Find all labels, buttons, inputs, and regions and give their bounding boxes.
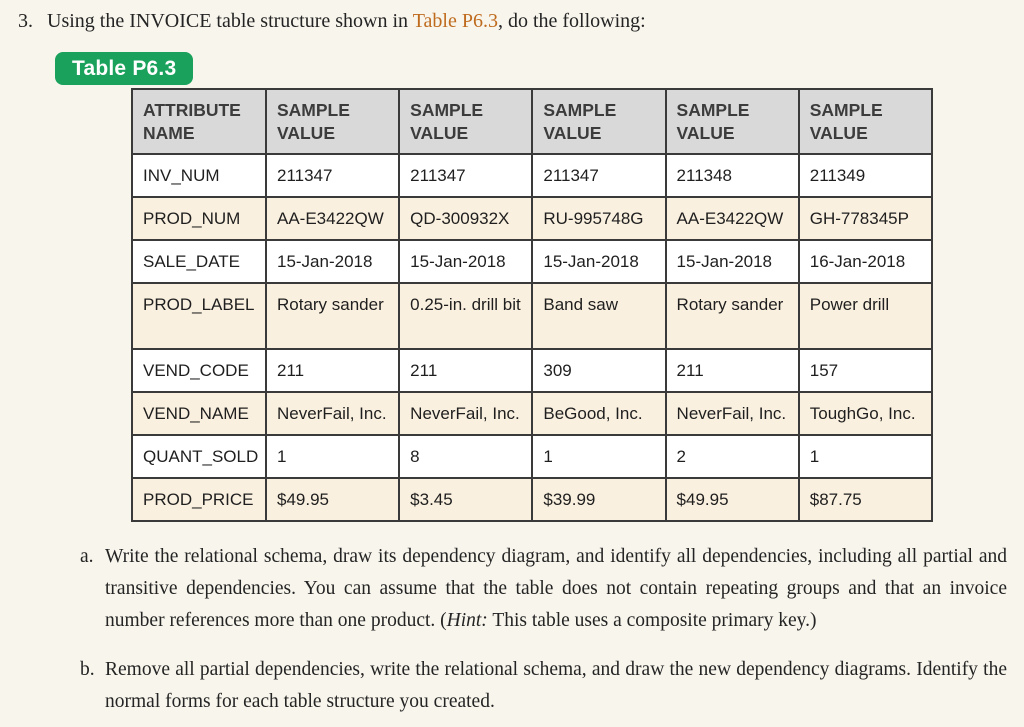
- table-row-inv-num: INV_NUM 211347 211347 211347 211348 2113…: [131, 153, 934, 198]
- attribute-name-cell: PROD_NUM: [131, 196, 267, 241]
- subquestion-list: a. Write the relational schema, draw its…: [80, 541, 1007, 718]
- sample-value-cell: 211: [664, 348, 800, 393]
- sample-value-cell: NeverFail, Inc.: [398, 391, 534, 436]
- sample-value-cell: 211349: [797, 153, 934, 198]
- subquestion-b-label: b.: [80, 659, 95, 680]
- table-row-prod-num: PROD_NUM AA-E3422QW QD-300932X RU-995748…: [131, 196, 934, 241]
- attribute-name-cell: VEND_CODE: [131, 348, 267, 393]
- header-cell-sample-value: SAMPLE VALUE: [797, 88, 934, 155]
- table-row-vend-name: VEND_NAME NeverFail, Inc. NeverFail, Inc…: [131, 391, 934, 436]
- sample-value-cell: 15-Jan-2018: [664, 239, 800, 284]
- sample-value-cell: RU-995748G: [531, 196, 667, 241]
- sample-value-cell: GH-778345P: [797, 196, 934, 241]
- sample-value-cell: 0.25-in. drill bit: [398, 282, 534, 350]
- table-row-prod-label: PROD_LABEL Rotary sander 0.25-in. drill …: [131, 282, 934, 350]
- header-cell-sample-value: SAMPLE VALUE: [264, 88, 401, 155]
- sample-value-cell: 1: [797, 434, 934, 479]
- attribute-name-cell: PROD_PRICE: [131, 477, 267, 522]
- attribute-name-cell: INV_NUM: [131, 153, 267, 198]
- subquestion-a-text: Write the relational schema, draw its de…: [105, 541, 1007, 637]
- table-row-quant-sold: QUANT_SOLD 1 8 1 2 1: [131, 434, 934, 479]
- sample-value-cell: Rotary sander: [264, 282, 401, 350]
- question-3: 3. Using the INVOICE table structure show…: [18, 8, 646, 34]
- table-row-prod-price: PROD_PRICE $49.95 $3.45 $39.99 $49.95 $8…: [131, 477, 934, 522]
- header-cell-sample-value: SAMPLE VALUE: [664, 88, 800, 155]
- attribute-name-cell: QUANT_SOLD: [131, 434, 267, 479]
- sample-value-cell: Rotary sander: [664, 282, 800, 350]
- sample-value-cell: NeverFail, Inc.: [664, 391, 800, 436]
- invoice-table-header: ATTRIBUTE NAME SAMPLE VALUE SAMPLE VALUE…: [131, 88, 934, 155]
- subquestion-a-body: Write the relational schema, draw its de…: [105, 546, 1007, 631]
- sample-value-cell: 8: [398, 434, 534, 479]
- sample-value-cell: 211347: [264, 153, 401, 198]
- sample-value-cell: 157: [797, 348, 934, 393]
- question-text-before-link: Using the INVOICE table structure shown …: [47, 10, 413, 32]
- sample-value-cell: 2: [664, 434, 800, 479]
- invoice-table: ATTRIBUTE NAME SAMPLE VALUE SAMPLE VALUE…: [131, 88, 934, 522]
- subquestion-a: a. Write the relational schema, draw its…: [80, 541, 1007, 637]
- sample-value-cell: NeverFail, Inc.: [264, 391, 401, 436]
- sample-value-cell: 211: [398, 348, 534, 393]
- subquestion-a-label: a.: [80, 546, 94, 567]
- sample-value-cell: AA-E3422QW: [664, 196, 800, 241]
- table-row-sale-date: SALE_DATE 15-Jan-2018 15-Jan-2018 15-Jan…: [131, 239, 934, 284]
- sample-value-cell: $49.95: [664, 477, 800, 522]
- subquestion-b-text: Remove all partial dependencies, write t…: [105, 659, 1007, 712]
- sample-value-cell: 211347: [398, 153, 534, 198]
- question-text-after-link: , do the following:: [497, 10, 646, 32]
- table-ref-link[interactable]: Table P6.3: [412, 10, 498, 32]
- hint-label: Hint:: [446, 610, 488, 631]
- sample-value-cell: $3.45: [398, 477, 534, 522]
- sample-value-cell: Power drill: [797, 282, 934, 350]
- sample-value-cell: 1: [531, 434, 667, 479]
- sample-value-cell: QD-300932X: [398, 196, 534, 241]
- sample-value-cell: AA-E3422QW: [264, 196, 401, 241]
- header-cell-attribute-name: ATTRIBUTE NAME: [131, 88, 267, 155]
- question-number: 3.: [18, 10, 33, 32]
- sample-value-cell: 15-Jan-2018: [398, 239, 534, 284]
- sample-value-cell: Band saw: [531, 282, 667, 350]
- sample-value-cell: 211: [264, 348, 401, 393]
- subquestion-b: b. Remove all partial dependencies, writ…: [80, 654, 1007, 718]
- sample-value-cell: $49.95: [264, 477, 401, 522]
- invoice-table-body: INV_NUM 211347 211347 211347 211348 2113…: [131, 153, 934, 522]
- header-cell-sample-value: SAMPLE VALUE: [531, 88, 667, 155]
- subquestion-a-after-hint: This table uses a composite primary key.…: [487, 610, 817, 631]
- sample-value-cell: $39.99: [531, 477, 667, 522]
- sample-value-cell: 15-Jan-2018: [264, 239, 401, 284]
- sample-value-cell: 15-Jan-2018: [531, 239, 667, 284]
- sample-value-cell: 211348: [664, 153, 800, 198]
- table-caption-badge: Table P6.3: [55, 52, 194, 85]
- sample-value-cell: $87.75: [797, 477, 934, 522]
- sample-value-cell: ToughGo, Inc.: [797, 391, 934, 436]
- header-row: ATTRIBUTE NAME SAMPLE VALUE SAMPLE VALUE…: [131, 88, 934, 155]
- sample-value-cell: 1: [264, 434, 401, 479]
- sample-value-cell: 16-Jan-2018: [797, 239, 934, 284]
- table-row-vend-code: VEND_CODE 211 211 309 211 157: [131, 348, 934, 393]
- attribute-name-cell: VEND_NAME: [131, 391, 267, 436]
- header-cell-sample-value: SAMPLE VALUE: [398, 88, 534, 155]
- sample-value-cell: 309: [531, 348, 667, 393]
- sample-value-cell: 211347: [531, 153, 667, 198]
- attribute-name-cell: SALE_DATE: [131, 239, 267, 284]
- attribute-name-cell: PROD_LABEL: [131, 282, 267, 350]
- sample-value-cell: BeGood, Inc.: [531, 391, 667, 436]
